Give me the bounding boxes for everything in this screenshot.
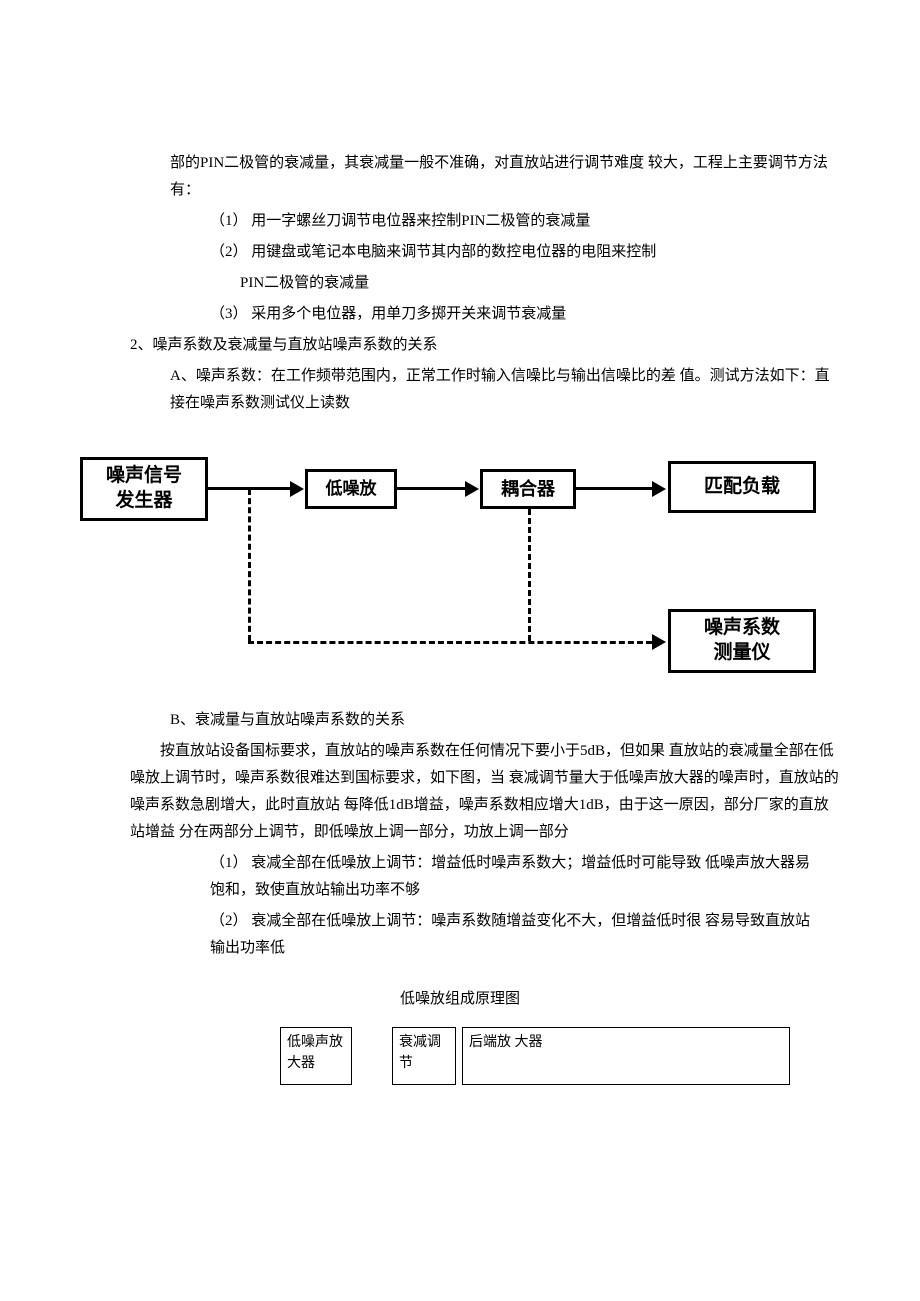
- fc-arrowhead: [652, 634, 666, 650]
- fc-dashed-line: [248, 641, 652, 644]
- fc-node-label: 噪声信号: [106, 464, 182, 489]
- fc-node-noise-generator: 噪声信号 发生器: [80, 457, 208, 521]
- fc-node-label: 测量仪: [713, 641, 770, 666]
- item-B-heading: B、衰减量与直放站噪声系数的关系: [80, 707, 840, 734]
- fc-arrowhead: [290, 481, 304, 497]
- fc-node-matched-load: 匹配负载: [668, 461, 816, 513]
- fc-node-low-noise-amp: 低噪放: [305, 469, 397, 509]
- section-2-heading: 2、噪声系数及衰减量与直放站噪声系数的关系: [80, 332, 840, 359]
- blk-box-attenuator: 衰减调节: [392, 1027, 456, 1085]
- item-A: A、噪声系数：在工作频带范围内，正常工作时输入信噪比与输出信噪比的差 值。测试方…: [80, 363, 840, 417]
- list-item-3: （3） 采用多个电位器，用单刀多掷开关来调节衰减量: [80, 301, 840, 328]
- list-item-2b: PIN二极管的衰减量: [80, 270, 840, 297]
- fc-node-label: 噪声系数: [704, 616, 780, 641]
- fc-dashed-line: [528, 509, 531, 641]
- fc-node-noise-meter: 噪声系数 测量仪: [668, 609, 816, 673]
- list-item-B2: （2） 衰减全部在低噪放上调节：噪声系数随增益变化不大，但增益低时很 容易导致直…: [80, 908, 840, 962]
- fc-arrowhead: [652, 481, 666, 497]
- blk-gap: [352, 1027, 392, 1085]
- block-diagram-row: 低噪声放大器 衰减调节 后端放 大器: [80, 1027, 840, 1085]
- block-diagram-title: 低噪放组成原理图: [80, 986, 840, 1013]
- blk-box-back-amp: 后端放 大器: [462, 1027, 790, 1085]
- fc-line: [576, 487, 654, 490]
- fc-arrowhead: [465, 481, 479, 497]
- paragraph-B-body: 按直放站设备国标要求，直放站的噪声系数在任何情况下要小于5dB，但如果 直放站的…: [80, 738, 840, 846]
- list-item-1: （1） 用一字螺丝刀调节电位器来控制PIN二极管的衰减量: [80, 208, 840, 235]
- blk-box-low-noise-amp: 低噪声放大器: [280, 1027, 352, 1085]
- flowchart-noise-measurement: 噪声信号 发生器 低噪放 耦合器 匹配负载 噪声系数 测量仪: [80, 437, 840, 687]
- fc-node-coupler: 耦合器: [480, 469, 576, 509]
- fc-node-label: 低噪放: [326, 474, 377, 505]
- fc-node-label: 发生器: [115, 489, 172, 514]
- fc-node-label: 匹配负载: [704, 470, 780, 504]
- fc-line: [397, 487, 467, 490]
- paragraph-pin-intro: 部的PIN二极管的衰减量，其衰减量一般不准确，对直放站进行调节难度 较大，工程上…: [80, 150, 840, 204]
- list-item-B1: （1） 衰减全部在低噪放上调节：增益低时噪声系数大；增益低时可能导致 低噪声放大…: [80, 850, 840, 904]
- fc-node-label: 耦合器: [501, 473, 555, 505]
- fc-dashed-line: [248, 489, 251, 641]
- list-item-2a: （2） 用键盘或笔记本电脑来调节其内部的数控电位器的电阻来控制: [80, 239, 840, 266]
